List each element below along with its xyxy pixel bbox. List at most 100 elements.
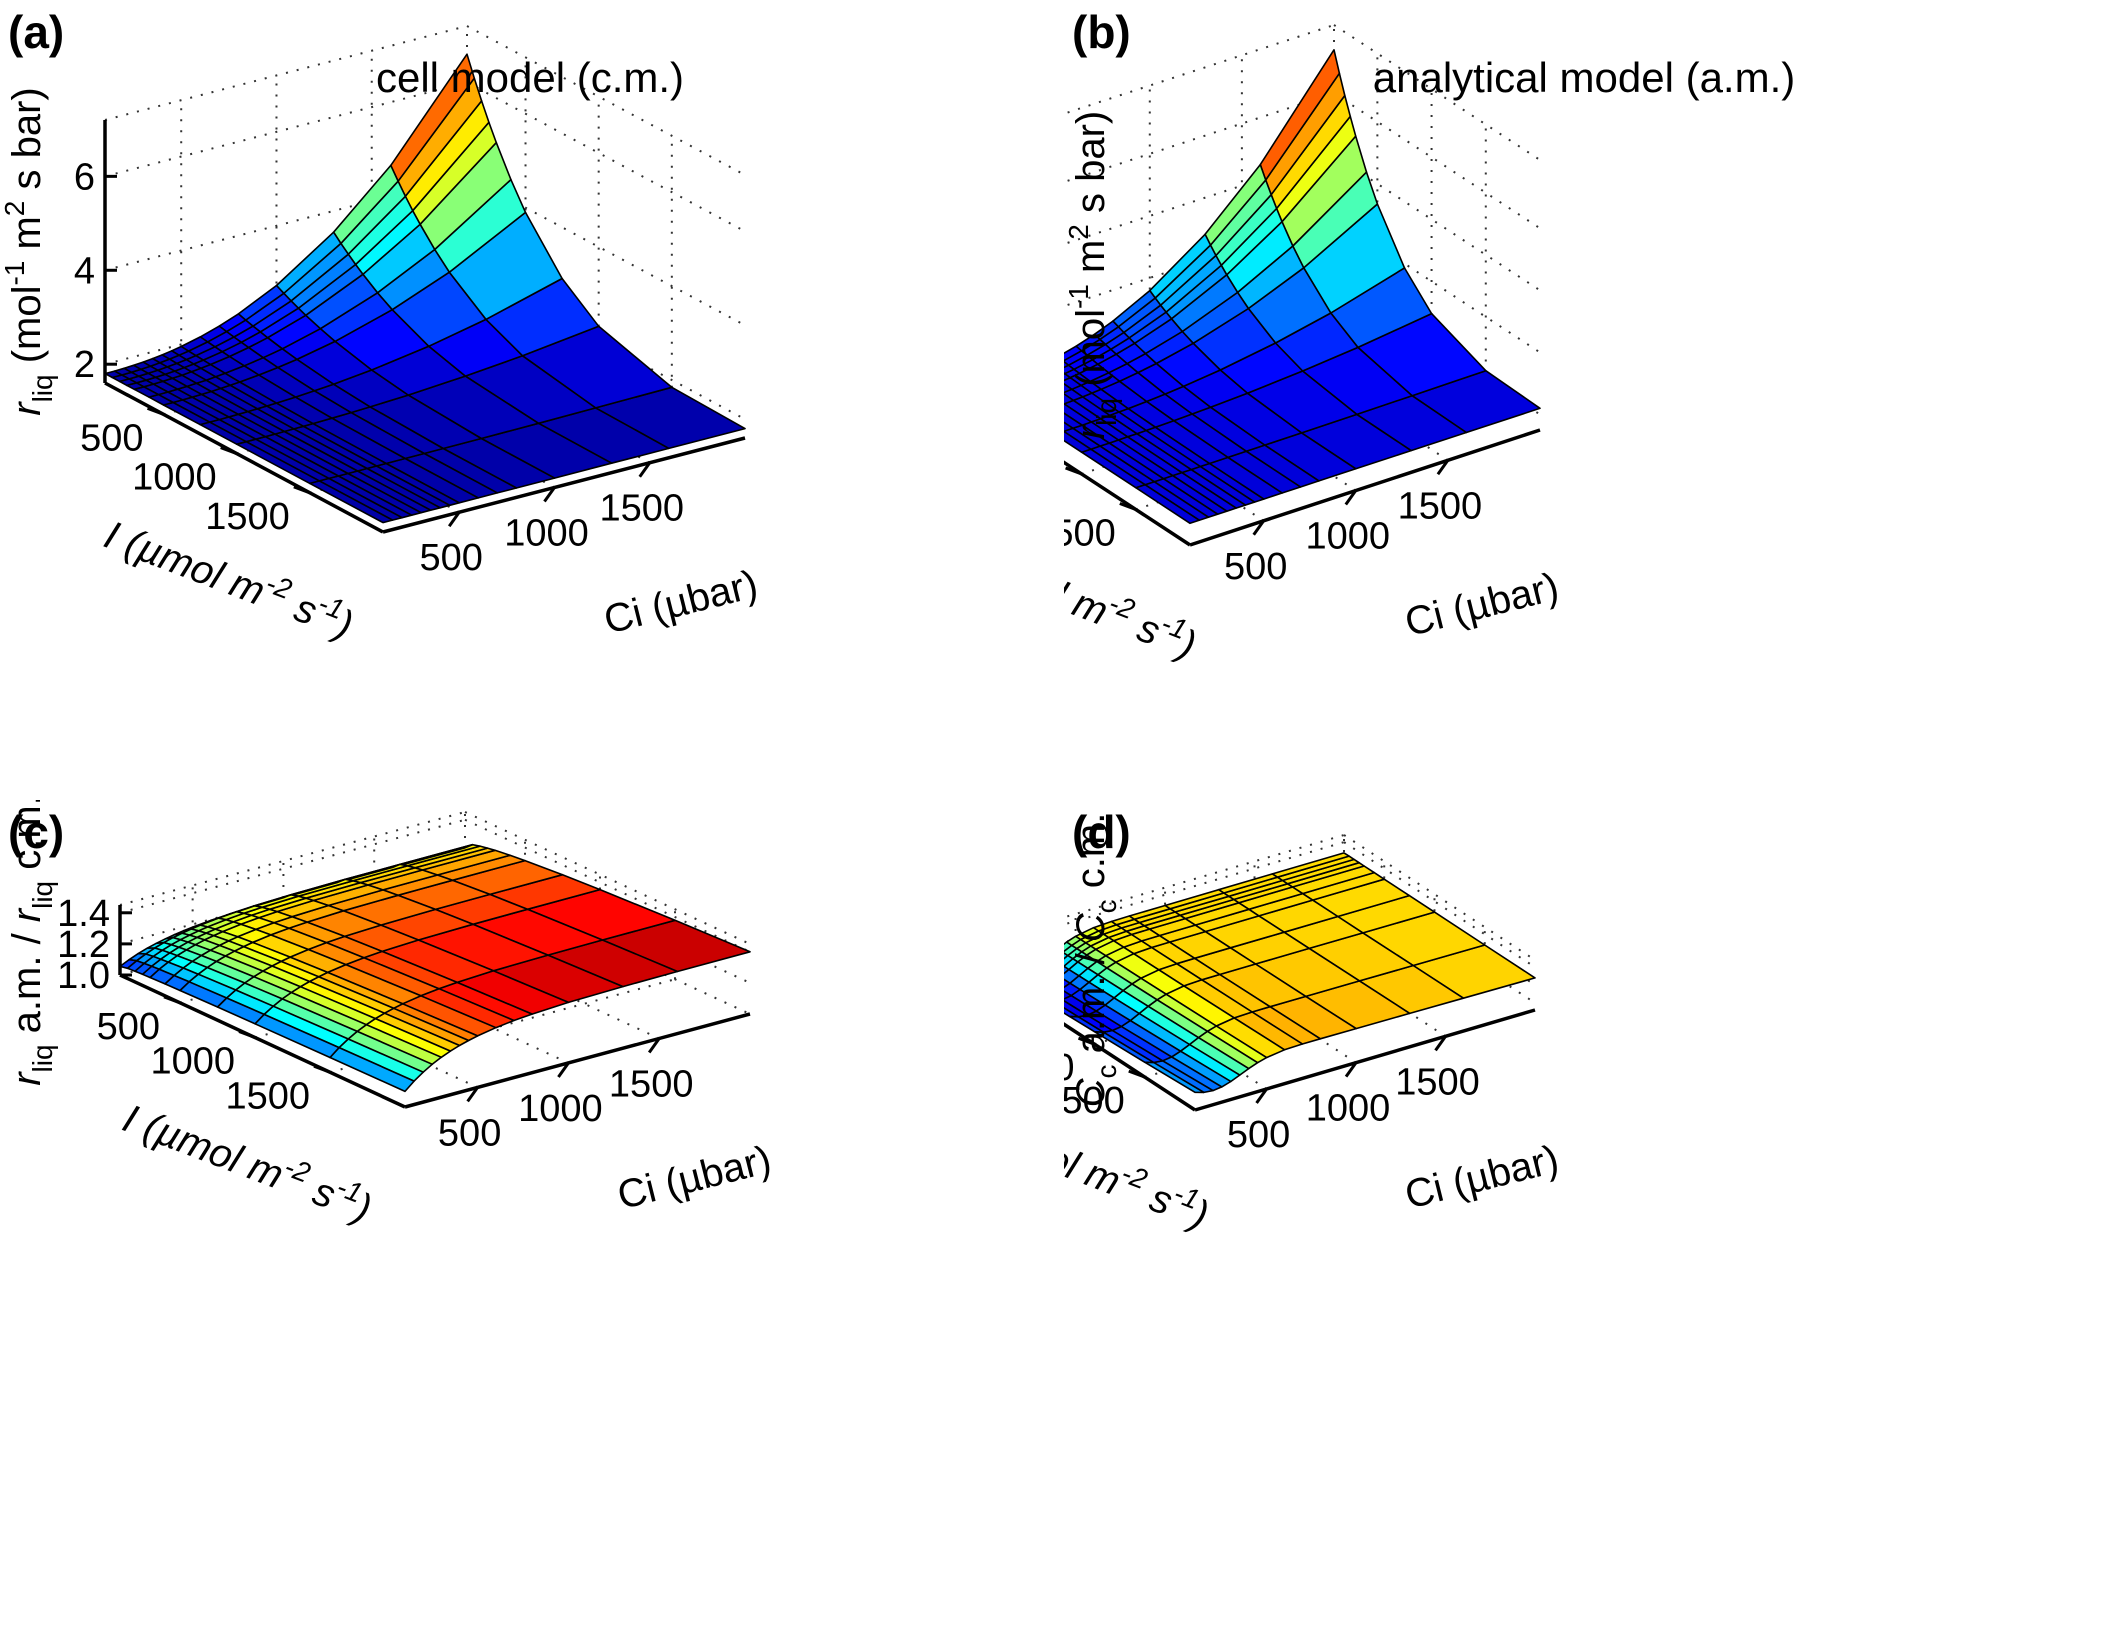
- x-tick-label: 1000: [1306, 1088, 1391, 1130]
- x-axis: [1194, 1008, 1536, 1112]
- panel-label: (d): [1072, 806, 1131, 858]
- surface-patch: [1064, 360, 1070, 369]
- x-tick: [1344, 489, 1358, 506]
- surface-patch: [1064, 965, 1070, 975]
- panel-a: 500 1000 1500 500 1000 1500 2 4 6 (a) cell model (…: [0, 0, 1064, 800]
- surface-patch: [1064, 430, 1092, 454]
- z-tick-label: 4: [74, 250, 95, 292]
- x-tick-label: 500: [1227, 1114, 1290, 1156]
- x-tick-label: 1500: [599, 488, 684, 530]
- y-axis: [1064, 1022, 1196, 1112]
- tick-labels: 50010001500500100015002468: [1064, 485, 1482, 588]
- x-tick-label: 1000: [1306, 516, 1391, 558]
- surface-patch: [1064, 990, 1072, 1000]
- x-tick: [1255, 1088, 1268, 1104]
- surface: [119, 843, 751, 1093]
- x-tick: [557, 1062, 570, 1078]
- z-tick-label: 6: [74, 156, 95, 198]
- x-tick: [647, 1037, 661, 1054]
- x-tick-label: 1000: [518, 1088, 603, 1130]
- panel-label: (c): [8, 806, 64, 858]
- x-axis-label: Ci (µbar): [1401, 1137, 1563, 1218]
- grid-line: [1064, 834, 1345, 919]
- grid-line: [104, 175, 468, 272]
- axes: [1064, 428, 1541, 547]
- x-tick: [638, 461, 651, 478]
- y-tick-label: 1500: [1064, 1080, 1125, 1122]
- y-tick: [238, 1030, 256, 1039]
- axes: [118, 905, 751, 1109]
- x-tick-label: 1500: [1395, 1061, 1480, 1103]
- surface-patch: [1064, 421, 1074, 433]
- chart-title: analytical model (a.m.): [1373, 54, 1795, 101]
- x-tick: [447, 511, 461, 528]
- y-tick-label: 500: [97, 1006, 160, 1048]
- z-tick-label: 1.0: [57, 955, 110, 997]
- x-tick: [1344, 1061, 1358, 1078]
- y-tick-label: 1000: [132, 457, 217, 499]
- surface-patch: [1064, 345, 1083, 362]
- panel-c: 500 1000 1500 500 1000 1500 1.0 1.2 1.4 (c) Ci (µb…: [0, 800, 1064, 1639]
- y-tick: [1119, 502, 1137, 511]
- y-tick: [1077, 1036, 1096, 1046]
- x-tick: [1436, 459, 1450, 476]
- surface-patch: [119, 958, 138, 970]
- grid-line: [119, 811, 466, 906]
- x-tick-label: 500: [420, 537, 483, 579]
- axes: [1064, 1008, 1536, 1112]
- y-tick: [1128, 1069, 1146, 1079]
- panel-label: (a): [8, 6, 64, 58]
- x-tick-label: 500: [1224, 546, 1287, 588]
- z-axis-label: rliq a.m. / rliq c.m.: [5, 800, 58, 1086]
- y-tick-label: 1000: [150, 1041, 235, 1083]
- y-tick-label: 1500: [205, 496, 290, 538]
- y-tick-label: 1500: [225, 1075, 310, 1117]
- surface-patch: [104, 370, 123, 379]
- x-axis: [382, 436, 746, 534]
- y-tick-label: 1000: [1064, 1047, 1074, 1089]
- x-axis: [1189, 428, 1541, 547]
- y-tick-label: 1500: [1064, 512, 1116, 554]
- surface-patch: [1064, 978, 1071, 989]
- y-tick: [1065, 466, 1083, 476]
- x-axis: [404, 1012, 751, 1109]
- x-tick: [1252, 519, 1265, 536]
- y-tick: [293, 485, 311, 495]
- surface-patch: [1064, 952, 1069, 960]
- surface-patch: [1064, 372, 1071, 382]
- x-tick: [543, 486, 556, 503]
- z-axis-label: Cc a.m. / Cc c.m.: [1069, 813, 1122, 1108]
- y-axis: [1064, 460, 1191, 547]
- y-tick: [163, 995, 181, 1005]
- z-axis-label: rliq (mol-1 m2 s bar): [1064, 111, 1122, 440]
- y-tick: [220, 446, 238, 455]
- y-axis: [104, 381, 384, 534]
- grid-line: [329, 978, 676, 1074]
- x-tick: [466, 1086, 479, 1103]
- surface: [1064, 852, 1536, 1094]
- y-tick: [146, 406, 165, 416]
- axes: [103, 120, 746, 534]
- surface-patch: [1064, 372, 1066, 375]
- x-tick-label: 500: [438, 1112, 501, 1154]
- z-tick-label: 1.2: [57, 924, 110, 966]
- x-tick: [1434, 1035, 1447, 1052]
- chart-title: cell model (c.m.): [376, 54, 684, 101]
- surface-patch: [1064, 941, 1073, 953]
- surface-patch: [1064, 382, 1073, 394]
- z-tick-label: 1.4: [57, 893, 110, 935]
- surface: [104, 53, 746, 524]
- z-tick-label: 2: [74, 344, 95, 386]
- y-tick-label: 500: [80, 417, 143, 459]
- x-tick-label: 1500: [609, 1063, 694, 1105]
- tick-labels: 50010001500500100015000.960.981.0: [1064, 1047, 1480, 1156]
- z-axis-label: rliq (mol-1 m2 s bar): [0, 87, 58, 416]
- surface-chart-b: 50010001500500100015002468(b)analytical …: [1064, 6, 1795, 668]
- y-tick: [313, 1064, 331, 1074]
- surface-patch: [1064, 1007, 1080, 1018]
- grid-line: [104, 25, 468, 121]
